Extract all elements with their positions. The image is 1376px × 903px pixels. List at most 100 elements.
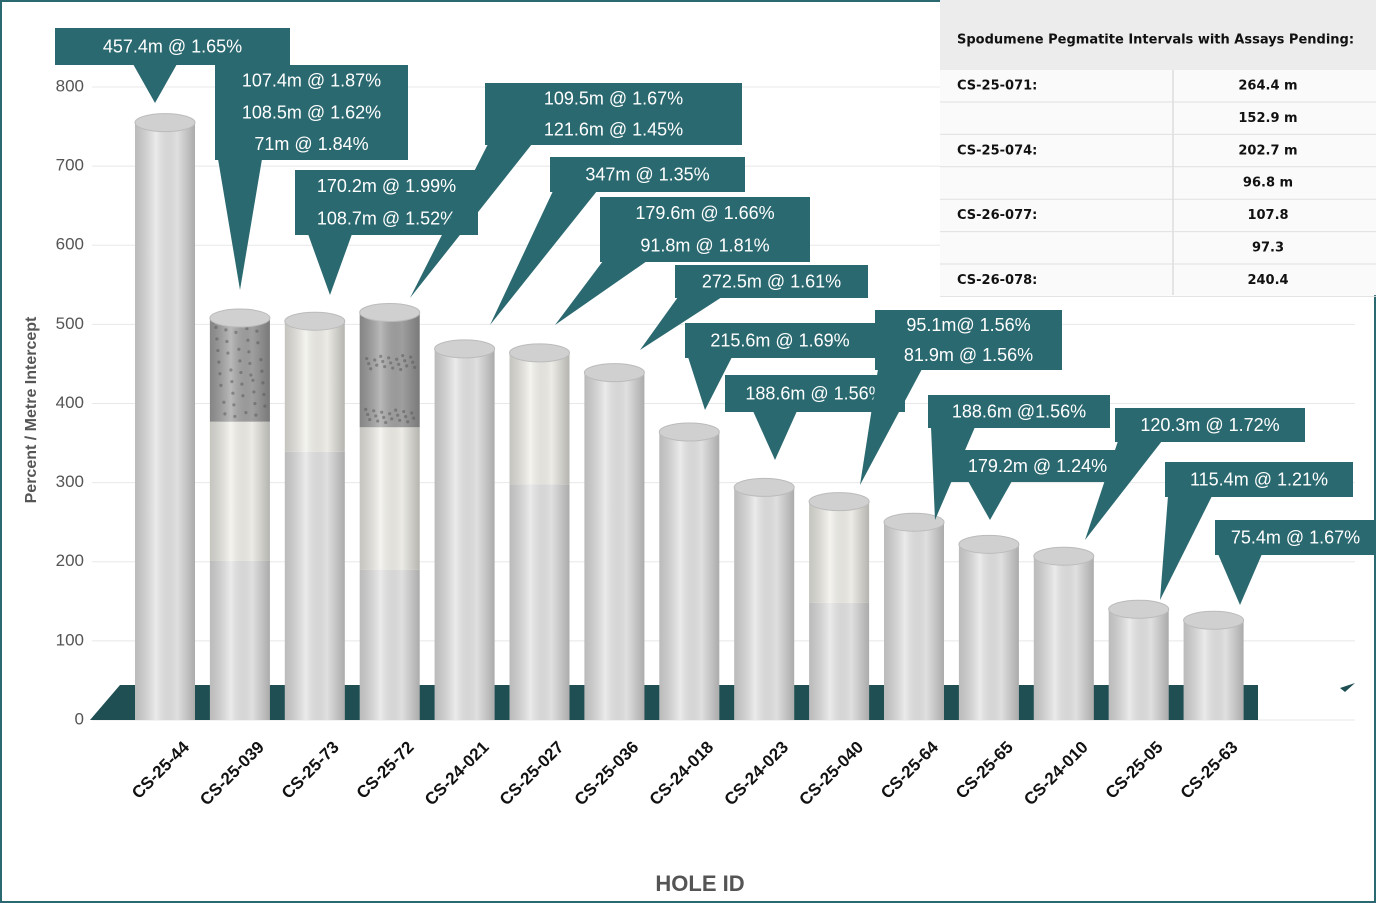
x-tick-label: CS-25-65: [952, 738, 1017, 803]
bar-shade: [809, 501, 870, 603]
x-tick-label: CS-25-036: [571, 738, 643, 810]
texture-dot: [249, 373, 253, 377]
texture-dot: [366, 412, 370, 417]
texture-dot: [380, 410, 384, 414]
texture-dot: [413, 365, 417, 369]
x-tick-label: CS-25-039: [196, 738, 268, 810]
texture-dot: [374, 414, 378, 418]
texture-dot: [410, 411, 414, 415]
table-length: 264.4 m: [1238, 79, 1297, 94]
annotations: 457.4m @ 1.65%107.4m @ 1.87% 108.5m @ 1.6…: [55, 28, 1376, 605]
y-tick-label: 200: [56, 551, 84, 570]
callout-pointer: [490, 191, 597, 325]
texture-dot: [369, 367, 373, 371]
texture-dot: [388, 412, 392, 416]
texture-dot: [255, 329, 259, 333]
texture-dot: [244, 411, 248, 415]
texture-dot: [218, 372, 222, 376]
y-tick-label: 700: [56, 156, 84, 175]
callout-box: [675, 265, 868, 298]
callout-pointer: [640, 297, 722, 350]
texture-dot: [401, 354, 405, 358]
bar-shade: [809, 602, 870, 720]
x-tick-label: CS-25-027: [496, 738, 568, 810]
cylinder-top: [134, 113, 196, 133]
texture-dot: [248, 361, 252, 366]
texture-dot: [373, 358, 377, 362]
callout-text: 95.1m@ 1.56%: [906, 315, 1030, 335]
texture-dot: [219, 383, 223, 387]
callout-pointer: [218, 159, 262, 290]
texture-dot: [237, 347, 241, 351]
callout-pointer: [968, 481, 1012, 520]
callout-box: [1165, 462, 1353, 497]
callout-text: 120.3m @ 1.72%: [1140, 415, 1279, 435]
texture-dot: [389, 361, 393, 365]
bar-shade: [434, 348, 495, 720]
texture-dot: [223, 412, 227, 416]
callout-box: [55, 28, 290, 65]
cylinder-top: [658, 422, 720, 442]
table-hole: CS-26-077:: [957, 208, 1037, 223]
bar-shade: [359, 427, 420, 570]
callout-pointer: [410, 144, 532, 298]
callout-text: 188.6m @1.56%: [952, 401, 1086, 421]
x-tick-label: CS-25-040: [796, 738, 868, 810]
texture-dot: [403, 359, 407, 363]
callout-text: 188.6m @ 1.56%: [745, 383, 884, 403]
bar-shade: [1033, 556, 1094, 720]
table-length: 202.7 m: [1238, 143, 1297, 158]
callout-pointer: [1218, 554, 1262, 605]
texture-dot: [387, 356, 391, 360]
y-tick-label: 400: [56, 393, 84, 412]
cylinder-top: [883, 512, 945, 532]
callout-pointer: [555, 261, 647, 325]
x-axis-title: HOLE ID: [655, 871, 744, 896]
table-length: 97.3: [1252, 241, 1284, 256]
bars: [134, 113, 1245, 720]
callout-text: 81.9m @ 1.56%: [904, 345, 1033, 365]
y-tick-label: 300: [56, 472, 84, 491]
texture-dot: [231, 391, 235, 395]
texture-dot: [232, 403, 236, 407]
callout-text: 109.5m @ 1.67%: [544, 88, 683, 108]
texture-dot: [224, 328, 228, 332]
texture-dot: [372, 409, 376, 413]
callout-text: 71m @ 1.84%: [254, 134, 368, 154]
table-header: [940, 0, 1376, 70]
table-length: 152.9 m: [1238, 111, 1297, 126]
texture-dot: [395, 357, 399, 361]
texture-dot: [222, 400, 226, 404]
texture-dot: [241, 394, 245, 398]
callout-text: 108.5m @ 1.62%: [242, 102, 381, 122]
texture-dot: [230, 379, 234, 384]
cylinder-top: [1183, 610, 1245, 630]
texture-dot: [394, 408, 398, 412]
callout-pointer: [860, 369, 922, 485]
y-tick-label: 800: [56, 76, 84, 95]
cylinder-top: [434, 339, 496, 359]
texture-dot: [406, 420, 410, 424]
texture-dot: [368, 417, 372, 422]
texture-dot: [238, 359, 242, 363]
table-length: 96.8 m: [1243, 176, 1293, 191]
cylinder-top: [958, 534, 1020, 554]
texture-dot: [233, 414, 237, 419]
y-tick-label: 100: [56, 630, 84, 649]
bar-shade: [209, 318, 270, 422]
callout-text: 170.2m @ 1.99%: [317, 176, 456, 196]
bar-shade: [884, 522, 944, 720]
texture-dot: [215, 337, 219, 341]
callout-box: [928, 395, 1110, 428]
texture-dot: [260, 369, 264, 373]
x-tick-label: CS-25-64: [877, 737, 942, 802]
texture-dot: [365, 356, 369, 361]
bar-shade: [359, 312, 420, 428]
texture-dot: [383, 364, 387, 369]
y-tick-label: 0: [75, 709, 84, 728]
floor-tip: [1340, 683, 1355, 692]
y-axis-title: Percent / Metre Intercept: [23, 316, 40, 503]
texture-dot: [226, 351, 230, 355]
callout-box: [945, 450, 1130, 482]
cylinder-top: [1108, 599, 1170, 619]
